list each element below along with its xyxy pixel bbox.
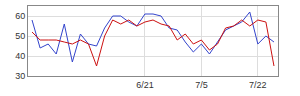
svg-text:50: 50 bbox=[15, 31, 25, 41]
svg-text:30: 30 bbox=[15, 71, 25, 81]
svg-text:7/5: 7/5 bbox=[195, 80, 208, 90]
svg-text:40: 40 bbox=[15, 51, 25, 61]
svg-text:6/21: 6/21 bbox=[136, 80, 154, 90]
svg-text:60: 60 bbox=[15, 11, 25, 21]
svg-text:7/22: 7/22 bbox=[249, 80, 267, 90]
